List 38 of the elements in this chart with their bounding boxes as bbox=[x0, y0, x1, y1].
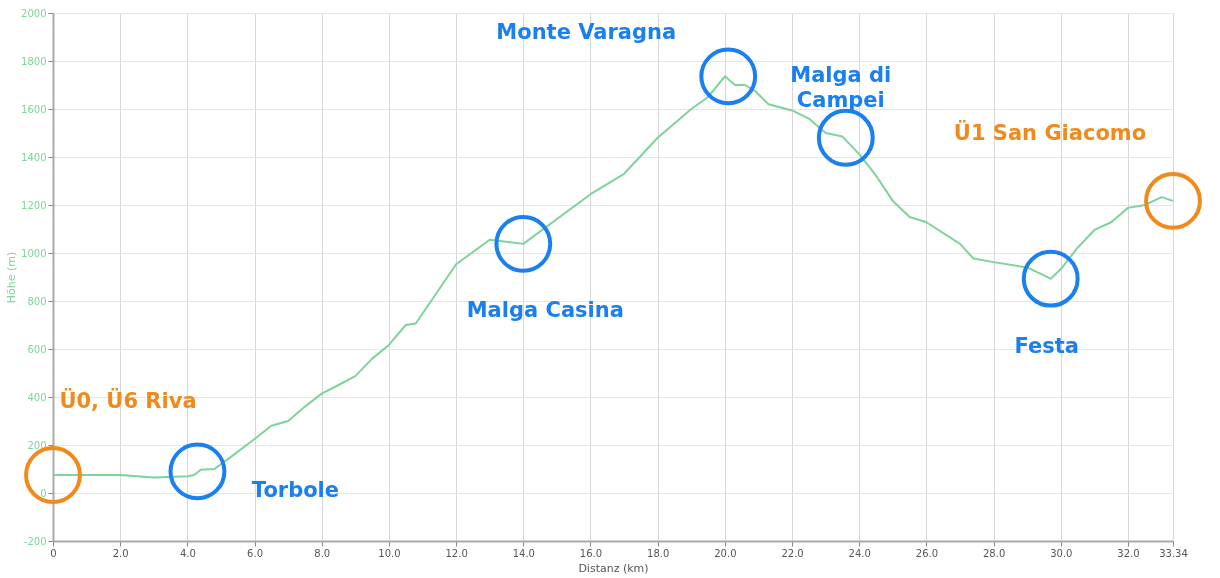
x-tick-label: 22.0 bbox=[781, 547, 804, 559]
x-tick-label: 32.0 bbox=[1117, 547, 1140, 559]
y-tick-label: 0 bbox=[40, 487, 47, 499]
x-tick-label: 2.0 bbox=[112, 547, 129, 559]
x-tick-label: 8.0 bbox=[314, 547, 331, 559]
annotation: Malga Casina bbox=[466, 297, 624, 322]
y-tick-label: 2000 bbox=[21, 7, 47, 19]
x-tick-label: 18.0 bbox=[647, 547, 670, 559]
x-tick-label: 28.0 bbox=[982, 547, 1006, 559]
x-tick-label: 16.0 bbox=[579, 547, 603, 559]
y-tick-label: 800 bbox=[27, 295, 47, 307]
y-tick-label: 1000 bbox=[21, 247, 47, 259]
annotation: Torbole bbox=[251, 478, 340, 503]
x-tick-label: 4.0 bbox=[179, 547, 196, 559]
annotation: Festa bbox=[1014, 333, 1079, 358]
x-tick-label: 20.0 bbox=[714, 547, 737, 559]
y-tick-label: 1400 bbox=[21, 151, 47, 163]
y-tick-label: -200 bbox=[23, 535, 47, 547]
x-tick-label: 14.0 bbox=[512, 547, 535, 559]
x-tick-label: 26.0 bbox=[915, 547, 939, 559]
y-tick-label: 400 bbox=[27, 391, 47, 403]
annotation: Ü0, Ü6 Riva bbox=[59, 388, 197, 413]
x-tick-label: 12.0 bbox=[445, 547, 468, 559]
annotation: Monte Varagna bbox=[496, 20, 677, 45]
x-tick-label: 24.0 bbox=[848, 547, 871, 559]
y-tick-label: 1200 bbox=[21, 199, 47, 211]
y-tick-label: 600 bbox=[27, 343, 47, 355]
y-tick-label: 1800 bbox=[21, 55, 47, 67]
x-tick-label: 33.34 bbox=[1159, 547, 1188, 559]
annotation: Ü1 San Giacomo bbox=[953, 119, 1147, 145]
x-tick-label: 10.0 bbox=[378, 547, 401, 559]
x-tick-label: 30.0 bbox=[1050, 547, 1073, 559]
x-tick-label: 6.0 bbox=[247, 547, 264, 559]
x-tick-label: 0 bbox=[50, 547, 57, 559]
annotation: Malga di Campei bbox=[790, 62, 892, 112]
y-tick-label: 1600 bbox=[21, 103, 47, 115]
x-axis-title: Distanz (km) bbox=[578, 561, 649, 575]
y-axis-title: Höhe (m) bbox=[5, 251, 19, 304]
